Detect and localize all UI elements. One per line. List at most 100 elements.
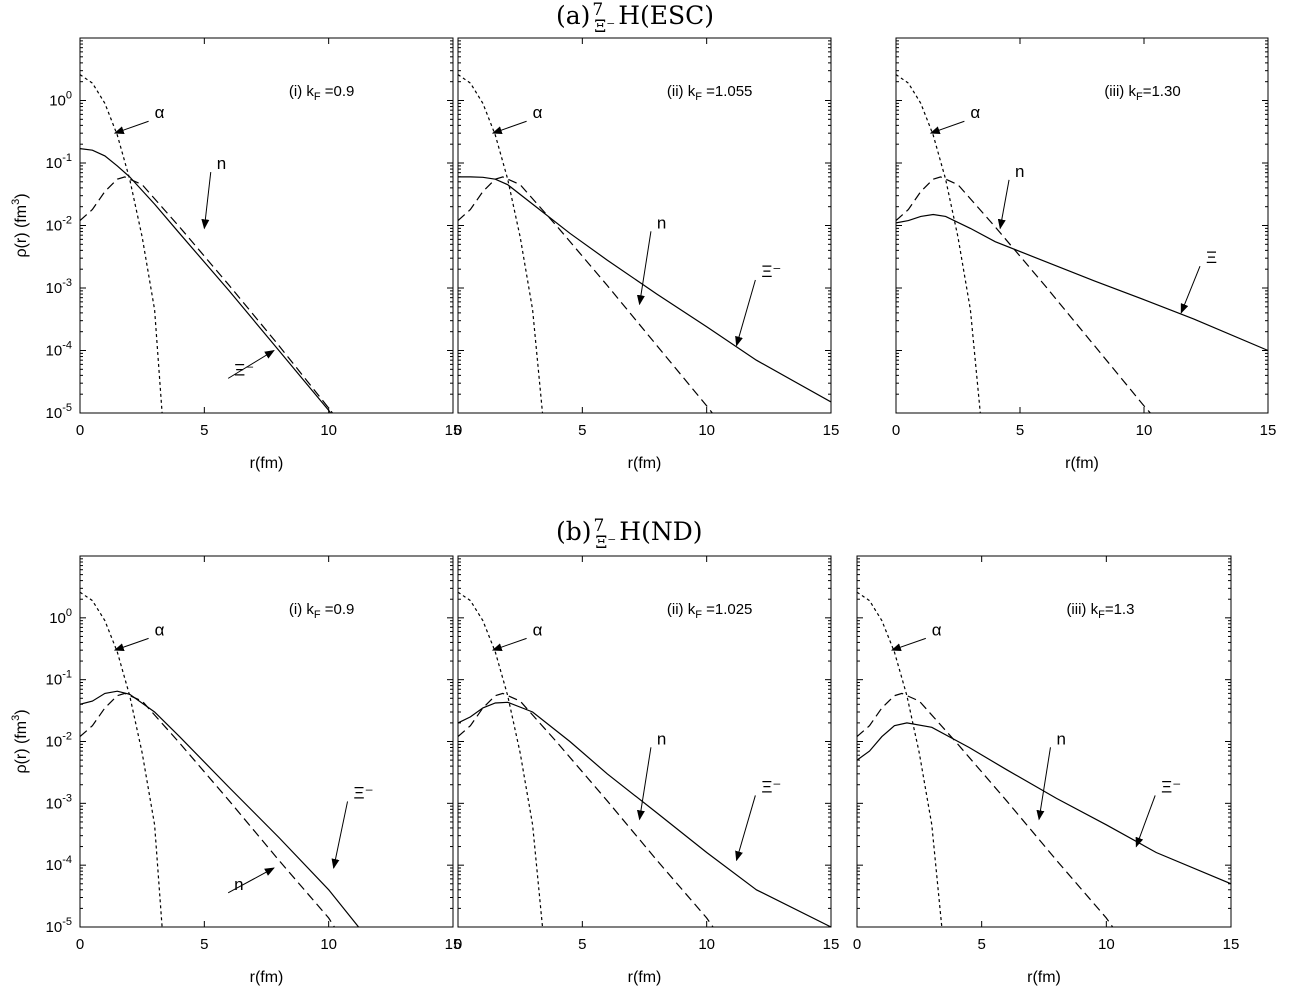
chart-panel-5: 0 5 10 15 r(fm) (iii) kF=1.3 α n Ξ⁻ <box>853 555 1240 986</box>
y-tick-label: 10-5 <box>46 916 72 936</box>
chart-panel-2: 0 5 10 15 r(fm) (iii) kF=1.30 α n Ξ <box>892 37 1277 472</box>
x-tick-label: 5 <box>1016 422 1024 439</box>
panel-label: (iii) kF=1.3 <box>1066 601 1134 621</box>
annotation-label: α <box>970 103 980 122</box>
x-tick-label: 0 <box>76 422 84 439</box>
series-line-0 <box>80 74 163 413</box>
annotation-label: α <box>533 620 543 639</box>
annotation-arrow <box>997 179 1010 230</box>
row-b-title: (b) 7 Ξ⁻ H(ND) <box>556 516 703 553</box>
row-a-title: (a) 7 Ξ⁻ H(ESC) <box>556 0 714 37</box>
plot-frame <box>457 555 832 928</box>
plot-frame <box>856 555 1232 928</box>
annotation-label: α <box>932 620 942 639</box>
annotation-arrow <box>491 120 527 134</box>
y-tick-label: 10-1 <box>46 152 72 172</box>
plot-frame <box>457 37 832 414</box>
series-line-2 <box>80 148 332 413</box>
series-line-0 <box>896 74 981 413</box>
series-line-0 <box>857 591 943 927</box>
series-line-2 <box>857 722 1231 885</box>
annotation-arrow <box>1135 795 1156 848</box>
series-line-2 <box>80 690 360 927</box>
panel-label: (iii) kF=1.30 <box>1104 83 1180 103</box>
x-tick-label: 5 <box>200 936 208 953</box>
annotation-arrow <box>636 231 652 306</box>
annotation-label: α <box>533 103 543 122</box>
annotation-arrow <box>890 637 926 651</box>
series-line-2 <box>458 176 831 403</box>
x-tick-label: 15 <box>823 422 840 439</box>
y-axis-label: ρ(r) (fm3) <box>10 709 30 773</box>
x-tick-label: 15 <box>1260 422 1277 439</box>
chart-panel-0: 0 5 10 15 100 10-1 10-2 10-3 10-4 10-5 r(fm) ρ(r) (… <box>10 37 461 472</box>
x-tick-label: 15 <box>445 936 462 953</box>
annotation-arrow <box>113 637 149 651</box>
plot-frame <box>895 37 1269 414</box>
annotation-arrow <box>1036 747 1051 821</box>
y-tick-label: 10-1 <box>46 669 72 689</box>
series-line-0 <box>458 74 544 413</box>
panel-label: (ii) kF =1.025 <box>667 601 753 621</box>
annotation-label: Ξ⁻ <box>354 783 374 802</box>
x-tick-label: 10 <box>698 422 715 439</box>
annotation-arrow <box>227 349 275 379</box>
annotation-arrow <box>227 867 275 894</box>
x-tick-label: 15 <box>1223 936 1240 953</box>
annotation-arrow <box>929 120 965 134</box>
annotation-label: n <box>1015 162 1024 181</box>
annotation-label: n <box>657 729 666 748</box>
annotation-label: Ξ⁻ <box>1161 777 1181 796</box>
panel-label: (i) kF =0.9 <box>289 83 355 103</box>
series-line-1 <box>80 692 336 927</box>
y-tick-label: 10-4 <box>46 340 72 360</box>
annotation-label: n <box>217 154 226 173</box>
chart-panel-4: 0 5 10 15 r(fm) (ii) kF =1.025 α n Ξ⁻ <box>454 555 840 986</box>
annotation-arrow <box>1180 265 1201 314</box>
x-axis-label: r(fm) <box>250 969 284 986</box>
x-tick-label: 15 <box>823 936 840 953</box>
series-line-1 <box>857 692 1114 927</box>
x-axis-label: r(fm) <box>250 455 284 472</box>
y-tick-label: 100 <box>49 90 72 110</box>
annotation-arrow <box>636 747 652 821</box>
x-tick-label: 10 <box>698 936 715 953</box>
annotation-arrow <box>491 637 527 651</box>
x-axis-label: r(fm) <box>1027 969 1061 986</box>
x-tick-label: 0 <box>853 936 861 953</box>
chart-panel-1: 0 5 10 15 r(fm) (ii) kF =1.055 α n Ξ⁻ <box>454 37 840 472</box>
series-line-1 <box>80 176 334 413</box>
annotation-arrow <box>331 801 349 869</box>
series-line-0 <box>458 591 544 927</box>
series-line-2 <box>458 701 831 927</box>
annotation-arrow <box>735 279 756 347</box>
plot-frame <box>79 37 454 414</box>
annotation-label: Ξ⁻ <box>761 777 781 796</box>
x-tick-label: 10 <box>320 936 337 953</box>
y-axis-label: ρ(r) (fm3) <box>10 193 30 257</box>
y-tick-label: 10-2 <box>46 731 72 751</box>
series-line-1 <box>896 176 1152 413</box>
y-tick-label: 10-3 <box>46 277 72 297</box>
series-line-2 <box>896 213 1268 352</box>
y-tick-label: 10-2 <box>46 215 72 235</box>
y-tick-label: 10-4 <box>46 854 72 874</box>
x-axis-label: r(fm) <box>628 455 662 472</box>
x-tick-label: 5 <box>578 936 586 953</box>
x-tick-label: 10 <box>320 422 337 439</box>
panel-label: (i) kF =0.9 <box>289 601 355 621</box>
x-tick-label: 0 <box>454 422 462 439</box>
x-tick-label: 0 <box>454 936 462 953</box>
x-tick-label: 5 <box>578 422 586 439</box>
annotation-label: n <box>234 875 243 894</box>
panel-label: (ii) kF =1.055 <box>667 83 753 103</box>
annotation-label: n <box>657 213 666 232</box>
x-axis-label: r(fm) <box>1065 455 1099 472</box>
annotation-label: α <box>155 620 165 639</box>
x-tick-label: 0 <box>76 936 84 953</box>
series-line-1 <box>458 692 714 927</box>
x-tick-label: 5 <box>200 422 208 439</box>
x-axis-label: r(fm) <box>628 969 662 986</box>
x-tick-label: 10 <box>1098 936 1115 953</box>
